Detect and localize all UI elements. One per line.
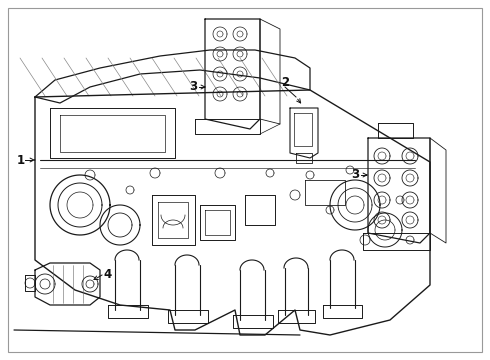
Text: 2: 2 [281,76,289,89]
Text: 4: 4 [104,269,112,282]
Text: 1: 1 [17,153,25,166]
Text: 3: 3 [351,168,359,181]
Text: 3: 3 [189,81,197,94]
